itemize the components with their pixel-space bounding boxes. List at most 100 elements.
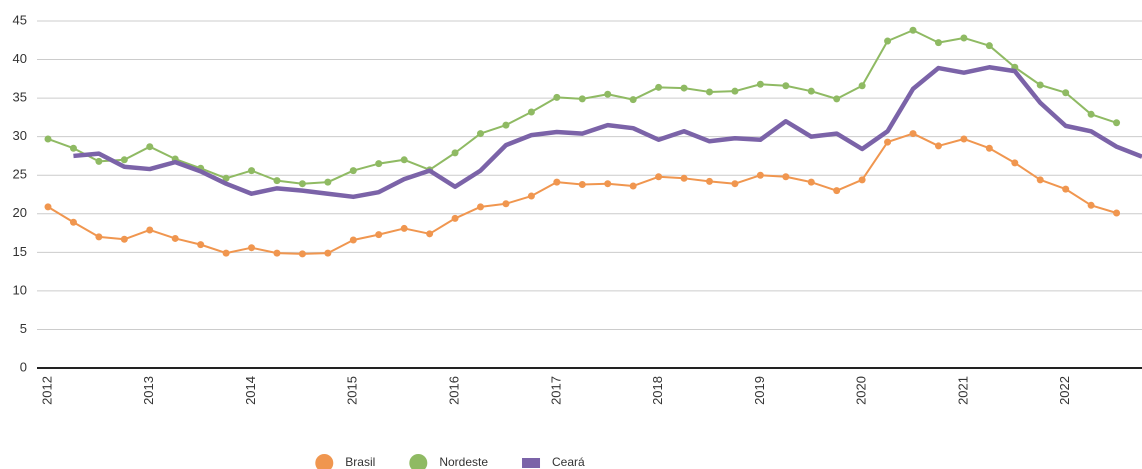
data-point [248, 167, 256, 175]
data-point [858, 82, 866, 90]
data-point [120, 235, 128, 243]
series-line [73, 65, 1142, 200]
data-point [655, 83, 663, 91]
data-point [756, 80, 764, 88]
data-point [705, 88, 713, 96]
data-point [477, 203, 485, 211]
data-point [324, 178, 332, 186]
y-tick-label: 0 [20, 359, 27, 374]
data-point [985, 42, 993, 50]
x-tick-label: 2014 [243, 376, 258, 405]
data-point [960, 135, 968, 143]
data-point [1036, 176, 1044, 184]
x-tick-label: 2017 [548, 376, 563, 405]
data-point [553, 93, 561, 101]
data-point [120, 156, 128, 164]
legend-label: Nordeste [439, 455, 488, 469]
data-point [375, 231, 383, 239]
data-point [298, 180, 306, 188]
data-point [680, 174, 688, 182]
data-point [604, 90, 612, 98]
data-point [1062, 185, 1070, 193]
data-point [222, 249, 230, 257]
x-tick-label: 2022 [1057, 376, 1072, 405]
data-point [884, 37, 892, 45]
data-point [146, 143, 154, 151]
data-point [782, 173, 790, 181]
legend-swatch [522, 458, 541, 468]
data-point [807, 87, 815, 95]
data-point [934, 39, 942, 47]
y-tick-label: 15 [13, 244, 27, 259]
legend-label: Ceará [552, 455, 585, 469]
legend-swatch [315, 454, 334, 469]
data-point [171, 234, 179, 242]
data-point [578, 95, 586, 103]
data-point [400, 156, 408, 164]
data-point [807, 178, 815, 186]
data-point [1011, 159, 1019, 167]
x-tick-label: 2012 [39, 376, 54, 405]
y-tick-label: 35 [13, 90, 27, 105]
data-point [69, 218, 77, 226]
data-point [884, 138, 892, 146]
data-point [604, 180, 612, 188]
data-point [69, 144, 77, 152]
legend: Brasil Nordeste Ceará [315, 454, 585, 469]
legend-item: Ceará [522, 455, 585, 469]
legend-label: Brasil [345, 455, 375, 469]
data-point [222, 174, 230, 182]
legend-swatch [409, 454, 428, 469]
data-point [655, 173, 663, 181]
data-point [146, 226, 154, 234]
data-point [1113, 209, 1121, 217]
data-point [273, 177, 281, 185]
x-tick-label: 2019 [752, 376, 767, 405]
x-tick-label: 2018 [650, 376, 665, 405]
data-point [451, 149, 459, 157]
data-point [1062, 89, 1070, 97]
data-point [95, 157, 103, 165]
data-point [1113, 119, 1121, 127]
data-point [400, 224, 408, 232]
legend-item: Brasil [315, 454, 375, 469]
data-point [858, 176, 866, 184]
data-point [629, 96, 637, 104]
data-point [553, 178, 561, 186]
data-point [95, 233, 103, 241]
data-point [502, 200, 510, 208]
y-tick-label: 5 [20, 321, 27, 336]
data-point [349, 236, 357, 244]
data-point [44, 203, 52, 211]
data-point [578, 180, 586, 188]
data-point [502, 121, 510, 129]
data-point [527, 192, 535, 200]
data-point [477, 130, 485, 138]
x-tick-label: 2020 [854, 376, 869, 405]
data-point [782, 82, 790, 90]
data-point [705, 177, 713, 185]
data-point [756, 171, 764, 179]
series-line [47, 29, 1117, 185]
data-point [960, 34, 968, 42]
data-point [1036, 81, 1044, 89]
y-tick-label: 30 [13, 128, 27, 143]
data-point [680, 84, 688, 92]
data-point [248, 244, 256, 252]
y-tick-label: 40 [13, 51, 27, 66]
data-point [1087, 110, 1095, 118]
data-point [451, 214, 459, 222]
data-point [273, 249, 281, 257]
data-point [934, 142, 942, 150]
x-tick-label: 2021 [955, 376, 970, 405]
data-point [527, 108, 535, 116]
data-point [375, 160, 383, 168]
data-point [731, 180, 739, 188]
legend-item: Nordeste [409, 454, 488, 469]
y-tick-label: 45 [13, 12, 27, 27]
data-point [985, 144, 993, 152]
data-point [833, 187, 841, 195]
y-tick-label: 10 [13, 282, 27, 297]
data-point [629, 182, 637, 190]
